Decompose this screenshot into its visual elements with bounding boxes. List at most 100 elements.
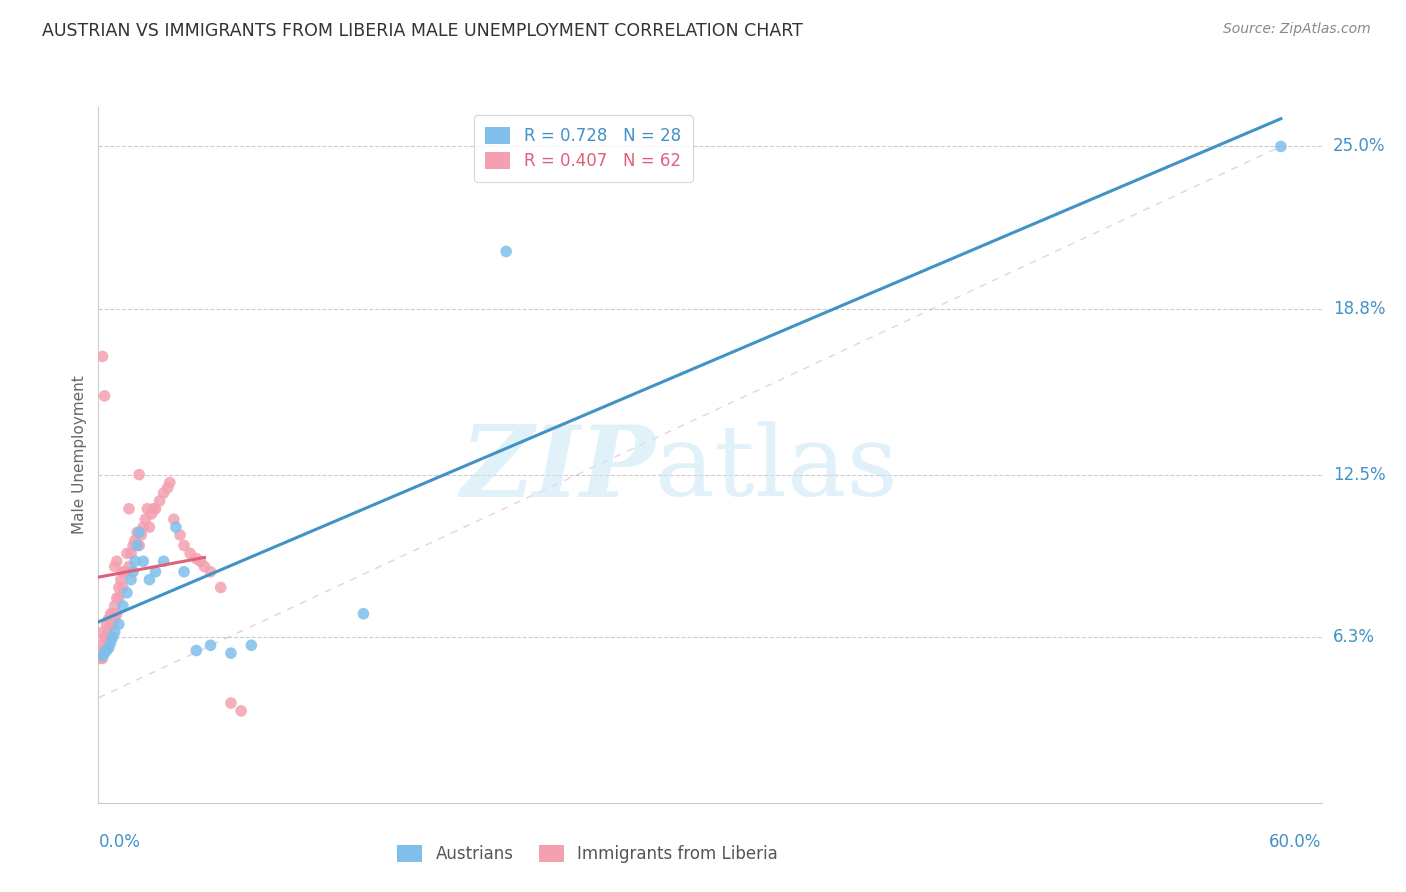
Point <box>179 546 201 560</box>
Point <box>169 528 191 542</box>
Point <box>101 631 124 645</box>
Point <box>138 520 160 534</box>
Point <box>124 554 146 568</box>
Point <box>173 565 195 579</box>
Text: 0.0%: 0.0% <box>98 833 141 851</box>
Point <box>96 617 118 632</box>
Point <box>145 565 167 579</box>
Point <box>118 501 141 516</box>
Point <box>145 501 167 516</box>
Point <box>101 617 124 632</box>
Point <box>173 539 195 553</box>
Point <box>104 612 127 626</box>
Point <box>240 638 263 652</box>
Point <box>219 646 242 660</box>
Point <box>89 638 111 652</box>
Point <box>152 486 174 500</box>
Point <box>93 643 115 657</box>
Point <box>165 520 187 534</box>
Point <box>108 617 131 632</box>
Point <box>132 520 155 534</box>
Point <box>97 612 120 626</box>
Legend: Austrians, Immigrants from Liberia: Austrians, Immigrants from Liberia <box>389 836 786 871</box>
Point <box>142 501 165 516</box>
Point <box>93 646 115 660</box>
Point <box>104 559 127 574</box>
Point <box>108 581 131 595</box>
Point <box>111 599 134 613</box>
Text: 18.8%: 18.8% <box>1333 301 1385 318</box>
Point <box>231 704 253 718</box>
Point <box>120 546 142 560</box>
Point <box>114 565 136 579</box>
Point <box>186 551 208 566</box>
Point <box>100 607 122 621</box>
Point <box>149 494 172 508</box>
Point <box>128 467 150 482</box>
Text: 12.5%: 12.5% <box>1333 466 1385 483</box>
Point <box>91 350 114 364</box>
Point <box>127 539 149 553</box>
Point <box>105 591 128 605</box>
Point <box>132 554 155 568</box>
Point <box>156 481 179 495</box>
Point <box>200 638 222 652</box>
Text: AUSTRIAN VS IMMIGRANTS FROM LIBERIA MALE UNEMPLOYMENT CORRELATION CHART: AUSTRIAN VS IMMIGRANTS FROM LIBERIA MALE… <box>42 22 803 40</box>
Point <box>111 581 134 595</box>
Point <box>105 554 128 568</box>
Point <box>352 607 374 621</box>
Point <box>101 607 124 621</box>
Point <box>97 625 120 640</box>
Point <box>134 512 156 526</box>
Text: ZIP: ZIP <box>460 421 655 517</box>
Point <box>91 625 114 640</box>
Point <box>163 512 186 526</box>
Point <box>209 581 232 595</box>
Point <box>127 525 149 540</box>
Point <box>115 586 138 600</box>
Point <box>100 635 122 649</box>
Point <box>111 565 134 579</box>
Text: Source: ZipAtlas.com: Source: ZipAtlas.com <box>1223 22 1371 37</box>
Point <box>96 633 118 648</box>
Point <box>122 565 145 579</box>
Point <box>129 528 152 542</box>
Point <box>108 591 131 605</box>
Point <box>124 533 146 548</box>
Point <box>159 475 181 490</box>
Point <box>97 638 120 652</box>
Point <box>200 565 222 579</box>
Point <box>138 573 160 587</box>
Point <box>93 631 115 645</box>
Point <box>105 607 128 621</box>
Point <box>97 640 120 655</box>
Point <box>128 525 150 540</box>
Point <box>96 643 118 657</box>
Point <box>115 546 138 560</box>
Point <box>104 625 127 640</box>
Point <box>136 501 159 516</box>
Point <box>122 539 145 553</box>
Point <box>91 648 114 663</box>
Point <box>188 554 212 568</box>
Point <box>118 559 141 574</box>
Point <box>93 389 115 403</box>
Point <box>186 643 208 657</box>
Point <box>219 696 242 710</box>
Text: 25.0%: 25.0% <box>1333 137 1385 155</box>
Point <box>100 631 122 645</box>
Point <box>193 559 215 574</box>
Point <box>89 651 111 665</box>
Point <box>128 539 150 553</box>
Point <box>100 617 122 632</box>
Point <box>1270 139 1292 153</box>
Point <box>91 651 114 665</box>
Y-axis label: Male Unemployment: Male Unemployment <box>72 376 87 534</box>
Point <box>495 244 517 259</box>
Point <box>110 573 132 587</box>
Text: 6.3%: 6.3% <box>1333 628 1375 647</box>
Point <box>152 554 174 568</box>
Point <box>104 599 127 613</box>
Text: atlas: atlas <box>655 421 898 516</box>
Text: 60.0%: 60.0% <box>1270 833 1322 851</box>
